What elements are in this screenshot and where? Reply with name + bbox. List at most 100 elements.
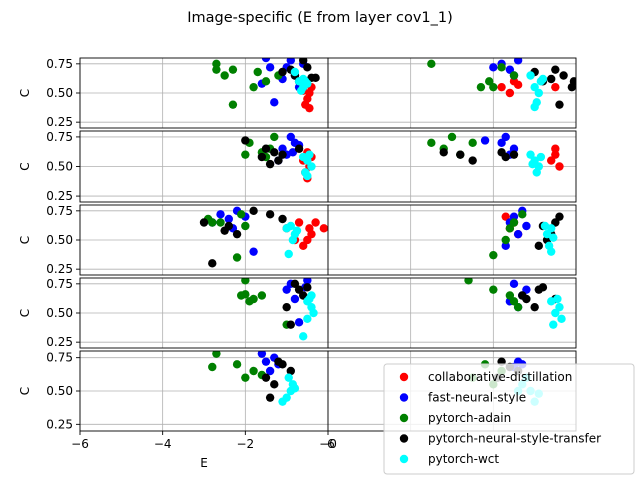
- point-3-2-5: [278, 150, 287, 159]
- point-3-0-7: [278, 67, 287, 77]
- y-tick-label: 0.50: [46, 160, 73, 174]
- point-4-5-4: [540, 221, 550, 231]
- point-2-8-2: [241, 373, 250, 382]
- point-1-1-1: [505, 65, 515, 74]
- x-tick-label: 6: [327, 437, 335, 451]
- points: [427, 132, 564, 177]
- point-3-2-7: [257, 152, 267, 162]
- legend-marker: [399, 413, 409, 423]
- point-4-4-5: [292, 226, 302, 235]
- points: [241, 132, 316, 183]
- point-0-3-1: [547, 156, 556, 165]
- point-0-4-2: [294, 218, 304, 227]
- point-3-2-1: [274, 156, 283, 165]
- point-2-6-3: [257, 291, 267, 300]
- point-3-8-4: [265, 393, 275, 402]
- point-2-0-2: [220, 71, 229, 80]
- y-tick-label: 0.25: [46, 417, 73, 431]
- point-4-3-5: [536, 152, 546, 162]
- point-3-4-0: [199, 218, 209, 227]
- subplot-4-1: 0.25 0.50 0.75 C: [18, 277, 329, 349]
- point-2-1-4: [476, 82, 486, 92]
- legend-item: pytorch-wct: [399, 452, 499, 466]
- point-2-7-4: [505, 291, 515, 300]
- point-3-4-5: [265, 210, 275, 219]
- point-1-3-1: [501, 132, 510, 142]
- point-3-2-3: [241, 136, 250, 145]
- point-1-0-9: [261, 58, 271, 63]
- point-4-2-5: [303, 171, 312, 181]
- legend-marker: [399, 372, 409, 382]
- points: [427, 58, 576, 112]
- point-4-4-4: [282, 224, 291, 233]
- point-1-3-0: [497, 138, 506, 148]
- points: [464, 278, 566, 329]
- point-4-6-3: [309, 308, 318, 318]
- point-4-1-3: [536, 77, 546, 86]
- point-4-3-2: [526, 150, 535, 159]
- points: [208, 351, 300, 406]
- point-4-7-5: [549, 320, 558, 329]
- point-2-5-1: [501, 235, 510, 245]
- y-tick-label: 0.25: [46, 189, 73, 203]
- legend-marker: [399, 393, 409, 402]
- point-2-7-1: [464, 278, 473, 285]
- point-3-5-5: [555, 212, 564, 221]
- subplot-grid: 0.250.500.75C0.250.500.75C0.250.500.75C0…: [18, 57, 577, 470]
- point-3-3-5: [501, 152, 510, 162]
- point-0-1-2: [497, 82, 506, 92]
- y-tick-label: 0.75: [46, 351, 73, 365]
- legend-item: pytorch-adain: [399, 411, 511, 425]
- point-2-0-0: [212, 59, 221, 69]
- point-3-2-0: [270, 148, 279, 157]
- point-3-4-3: [232, 229, 242, 239]
- point-2-6-1: [241, 290, 250, 299]
- point-1-4-5: [249, 247, 258, 256]
- legend-label: pytorch-adain: [428, 411, 511, 425]
- y-tick-label: 0.25: [46, 262, 73, 276]
- point-4-0-5: [296, 86, 306, 95]
- points: [237, 278, 318, 341]
- y-axis-label: C: [18, 309, 32, 317]
- point-4-7-4: [557, 314, 566, 324]
- point-3-8-3: [286, 366, 295, 376]
- point-3-3-0: [439, 148, 448, 157]
- point-4-1-4: [526, 71, 535, 80]
- y-tick-label: 0.75: [46, 204, 73, 218]
- point-1-8-1: [261, 357, 271, 366]
- point-2-5-3: [489, 250, 498, 260]
- x-tick-label: −0: [319, 437, 337, 451]
- x-tick-label: −6: [71, 437, 89, 451]
- point-2-4-4: [241, 221, 250, 231]
- y-tick-label: 0.50: [46, 384, 73, 398]
- legend-label: collaborative-distillation: [428, 370, 572, 384]
- point-1-4-1: [224, 214, 233, 224]
- point-4-0-6: [301, 77, 310, 86]
- point-1-0-7: [270, 98, 279, 107]
- axes-frame: [327, 204, 577, 276]
- y-tick-label: 0.75: [46, 130, 73, 144]
- point-1-3-2: [480, 136, 490, 145]
- y-tick-label: 0.50: [46, 233, 73, 247]
- points: [212, 58, 320, 113]
- point-3-2-4: [265, 159, 275, 169]
- point-2-3-3: [468, 138, 477, 148]
- point-4-8-5: [278, 397, 287, 406]
- point-2-5-2: [518, 210, 527, 219]
- legend-label: pytorch-wct: [428, 452, 499, 466]
- point-2-1-5: [427, 59, 436, 69]
- point-4-4-2: [288, 235, 298, 245]
- subplot-1-1: 0.25 0.50 0.75 C: [18, 57, 329, 129]
- axes-frame: [327, 130, 577, 203]
- point-2-4-2: [216, 218, 225, 227]
- point-3-1-2: [547, 74, 556, 84]
- point-3-6-1: [299, 291, 308, 300]
- y-axis-label: C: [18, 236, 32, 244]
- point-3-3-1: [456, 150, 465, 159]
- point-2-2-1: [241, 150, 250, 159]
- point-1-7-2: [509, 279, 519, 289]
- point-4-3-4: [528, 159, 537, 169]
- point-2-1-2: [509, 71, 519, 80]
- legend-item: pytorch-neural-style-transfer: [399, 432, 601, 446]
